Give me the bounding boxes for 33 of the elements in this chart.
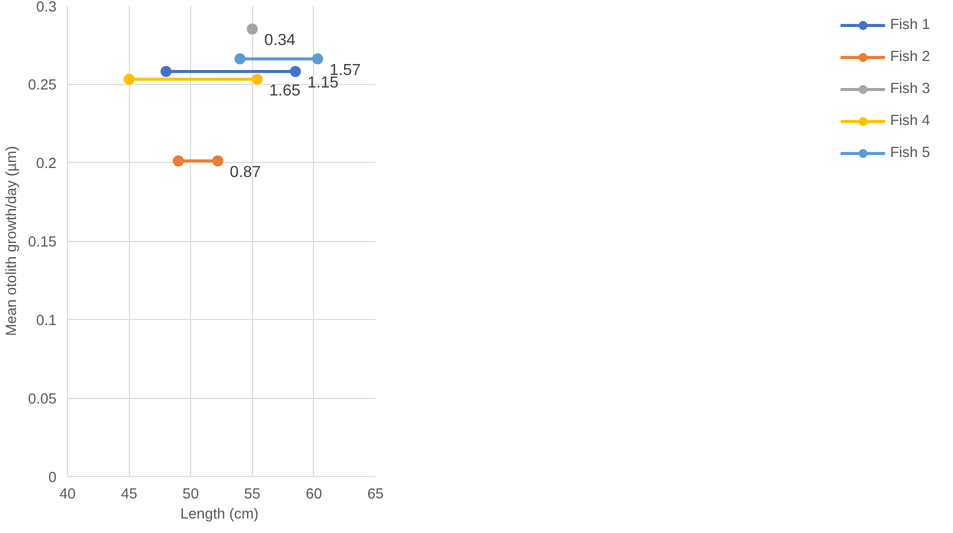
annotation: 1.65 bbox=[269, 82, 300, 100]
annotation: 0.34 bbox=[264, 32, 296, 50]
point bbox=[252, 74, 263, 85]
y-axis-title: Mean otolith growth/day (µm) bbox=[4, 146, 20, 336]
legend-label: Fish 4 bbox=[890, 113, 930, 129]
point bbox=[246, 24, 258, 35]
y-tick-label: 0.25 bbox=[28, 78, 57, 94]
y-tick-label: 0.3 bbox=[36, 0, 56, 16]
x-tick-label: 45 bbox=[120, 486, 138, 502]
x-tick-label: 55 bbox=[244, 486, 260, 502]
x-tick-label: 50 bbox=[182, 486, 199, 502]
y-tick-label: 0.2 bbox=[36, 156, 56, 172]
point bbox=[312, 53, 324, 64]
point bbox=[160, 66, 172, 77]
y-tick-label: 0.1 bbox=[36, 313, 56, 329]
y-tick-label: 0 bbox=[48, 470, 57, 486]
point bbox=[234, 53, 246, 64]
annotation: 0.87 bbox=[230, 164, 262, 181]
x-axis-title: Length (cm) bbox=[180, 506, 259, 522]
y-tick-label: 0.15 bbox=[28, 234, 57, 250]
point bbox=[212, 155, 224, 166]
legend-label: Fish 2 bbox=[890, 49, 930, 65]
y-tick-label: 0.05 bbox=[28, 392, 57, 408]
point bbox=[290, 66, 301, 77]
annotation: 1.15 bbox=[307, 74, 339, 92]
x-tick-label: 40 bbox=[59, 486, 76, 502]
legend-label: Fish 5 bbox=[890, 145, 930, 161]
point bbox=[172, 155, 184, 166]
x-tick-label: 65 bbox=[367, 486, 384, 502]
legend-label: Fish 3 bbox=[890, 81, 930, 97]
legend-label: Fish 1 bbox=[890, 17, 930, 33]
point bbox=[124, 74, 135, 85]
x-tick-label: 60 bbox=[306, 486, 322, 502]
